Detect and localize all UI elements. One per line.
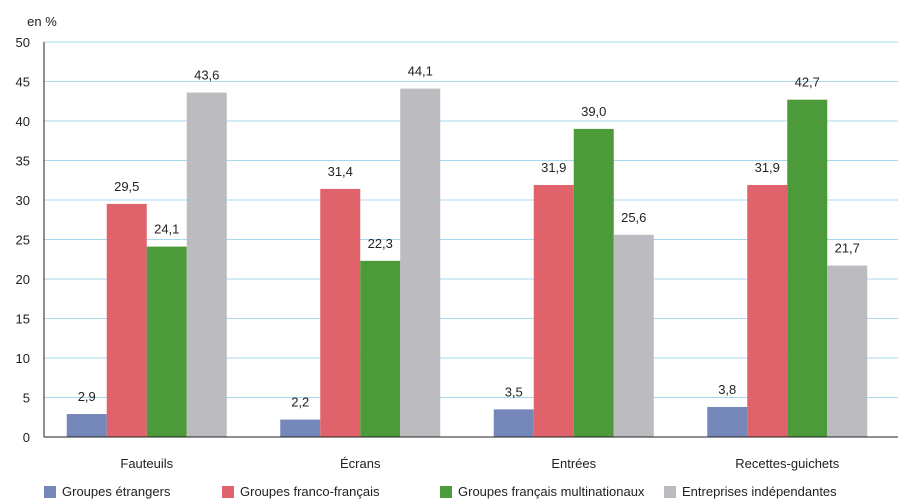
y-tick-label: 30 [16, 193, 30, 208]
bar [573, 128, 614, 437]
y-tick-label: 35 [16, 154, 30, 169]
x-category-label: Entrées [551, 456, 596, 471]
bar [66, 414, 107, 437]
data-label: 21,7 [835, 241, 860, 256]
data-label: 44,1 [408, 64, 433, 79]
bar [613, 234, 654, 437]
legend-swatch [664, 485, 676, 498]
data-label: 39,0 [581, 104, 606, 119]
legend-label: Entreprises indépendantes [682, 484, 837, 499]
legend-item: Entreprises indépendantes [664, 484, 837, 499]
legend-swatch [44, 485, 56, 498]
x-category-label: Écrans [340, 456, 381, 471]
axes [43, 42, 898, 438]
bar [707, 406, 748, 437]
bar [533, 184, 574, 437]
data-label: 31,4 [328, 164, 353, 179]
y-axis-unit-label: en % [27, 14, 57, 29]
legend-swatch [222, 485, 234, 498]
y-tick-label: 40 [16, 114, 30, 129]
legend-label: Groupes franco-français [240, 484, 380, 499]
y-tick-label: 50 [16, 35, 30, 50]
legend-label: Groupes étrangers [62, 484, 171, 499]
y-tick-label: 15 [16, 312, 30, 327]
bars [66, 88, 868, 438]
data-labels: 2,9 29,5 24,1 43,6 2,2 31,4 22,3 44,1 3,5 31,9 39,… [78, 64, 860, 410]
data-label: 2,2 [291, 395, 309, 410]
category-labels: Fauteuils Écrans Entrées Recettes-guichets [120, 456, 839, 471]
y-tick-label: 20 [16, 272, 30, 287]
bar [320, 188, 361, 437]
data-label: 43,6 [194, 68, 219, 83]
data-label: 29,5 [114, 179, 139, 194]
legend-item: Groupes étrangers [44, 484, 170, 499]
bar [280, 419, 321, 437]
bar [493, 409, 534, 437]
bar [106, 203, 147, 437]
data-label: 31,9 [541, 160, 566, 175]
y-tick-label: 0 [23, 430, 30, 445]
data-label: 3,8 [718, 382, 736, 397]
y-tick-label: 25 [16, 233, 30, 248]
data-label: 3,5 [505, 384, 523, 399]
x-category-label: Recettes-guichets [735, 456, 840, 471]
data-label: 25,6 [621, 210, 646, 225]
bar [186, 92, 227, 437]
data-label: 24,1 [154, 222, 179, 237]
bar [146, 246, 187, 437]
bar [360, 260, 401, 437]
bar [747, 184, 788, 437]
y-tick-label: 5 [23, 391, 30, 406]
y-axis-ticks: 0 5 10 15 20 25 30 35 40 45 50 [16, 35, 30, 445]
legend-swatch [440, 485, 452, 498]
legend-item: Groupes français multinationaux [440, 484, 644, 499]
legend-label: Groupes français multinationaux [458, 484, 645, 499]
y-tick-label: 45 [16, 75, 30, 90]
legend-item: Groupes franco-français [222, 484, 379, 499]
data-label: 22,3 [368, 236, 393, 251]
x-category-label: Fauteuils [120, 456, 173, 471]
bar [400, 88, 441, 438]
y-tick-label: 10 [16, 351, 30, 366]
data-label: 42,7 [795, 75, 820, 90]
bar [787, 99, 828, 438]
bar [827, 265, 868, 437]
data-label: 31,9 [755, 160, 780, 175]
data-label: 2,9 [78, 389, 96, 404]
